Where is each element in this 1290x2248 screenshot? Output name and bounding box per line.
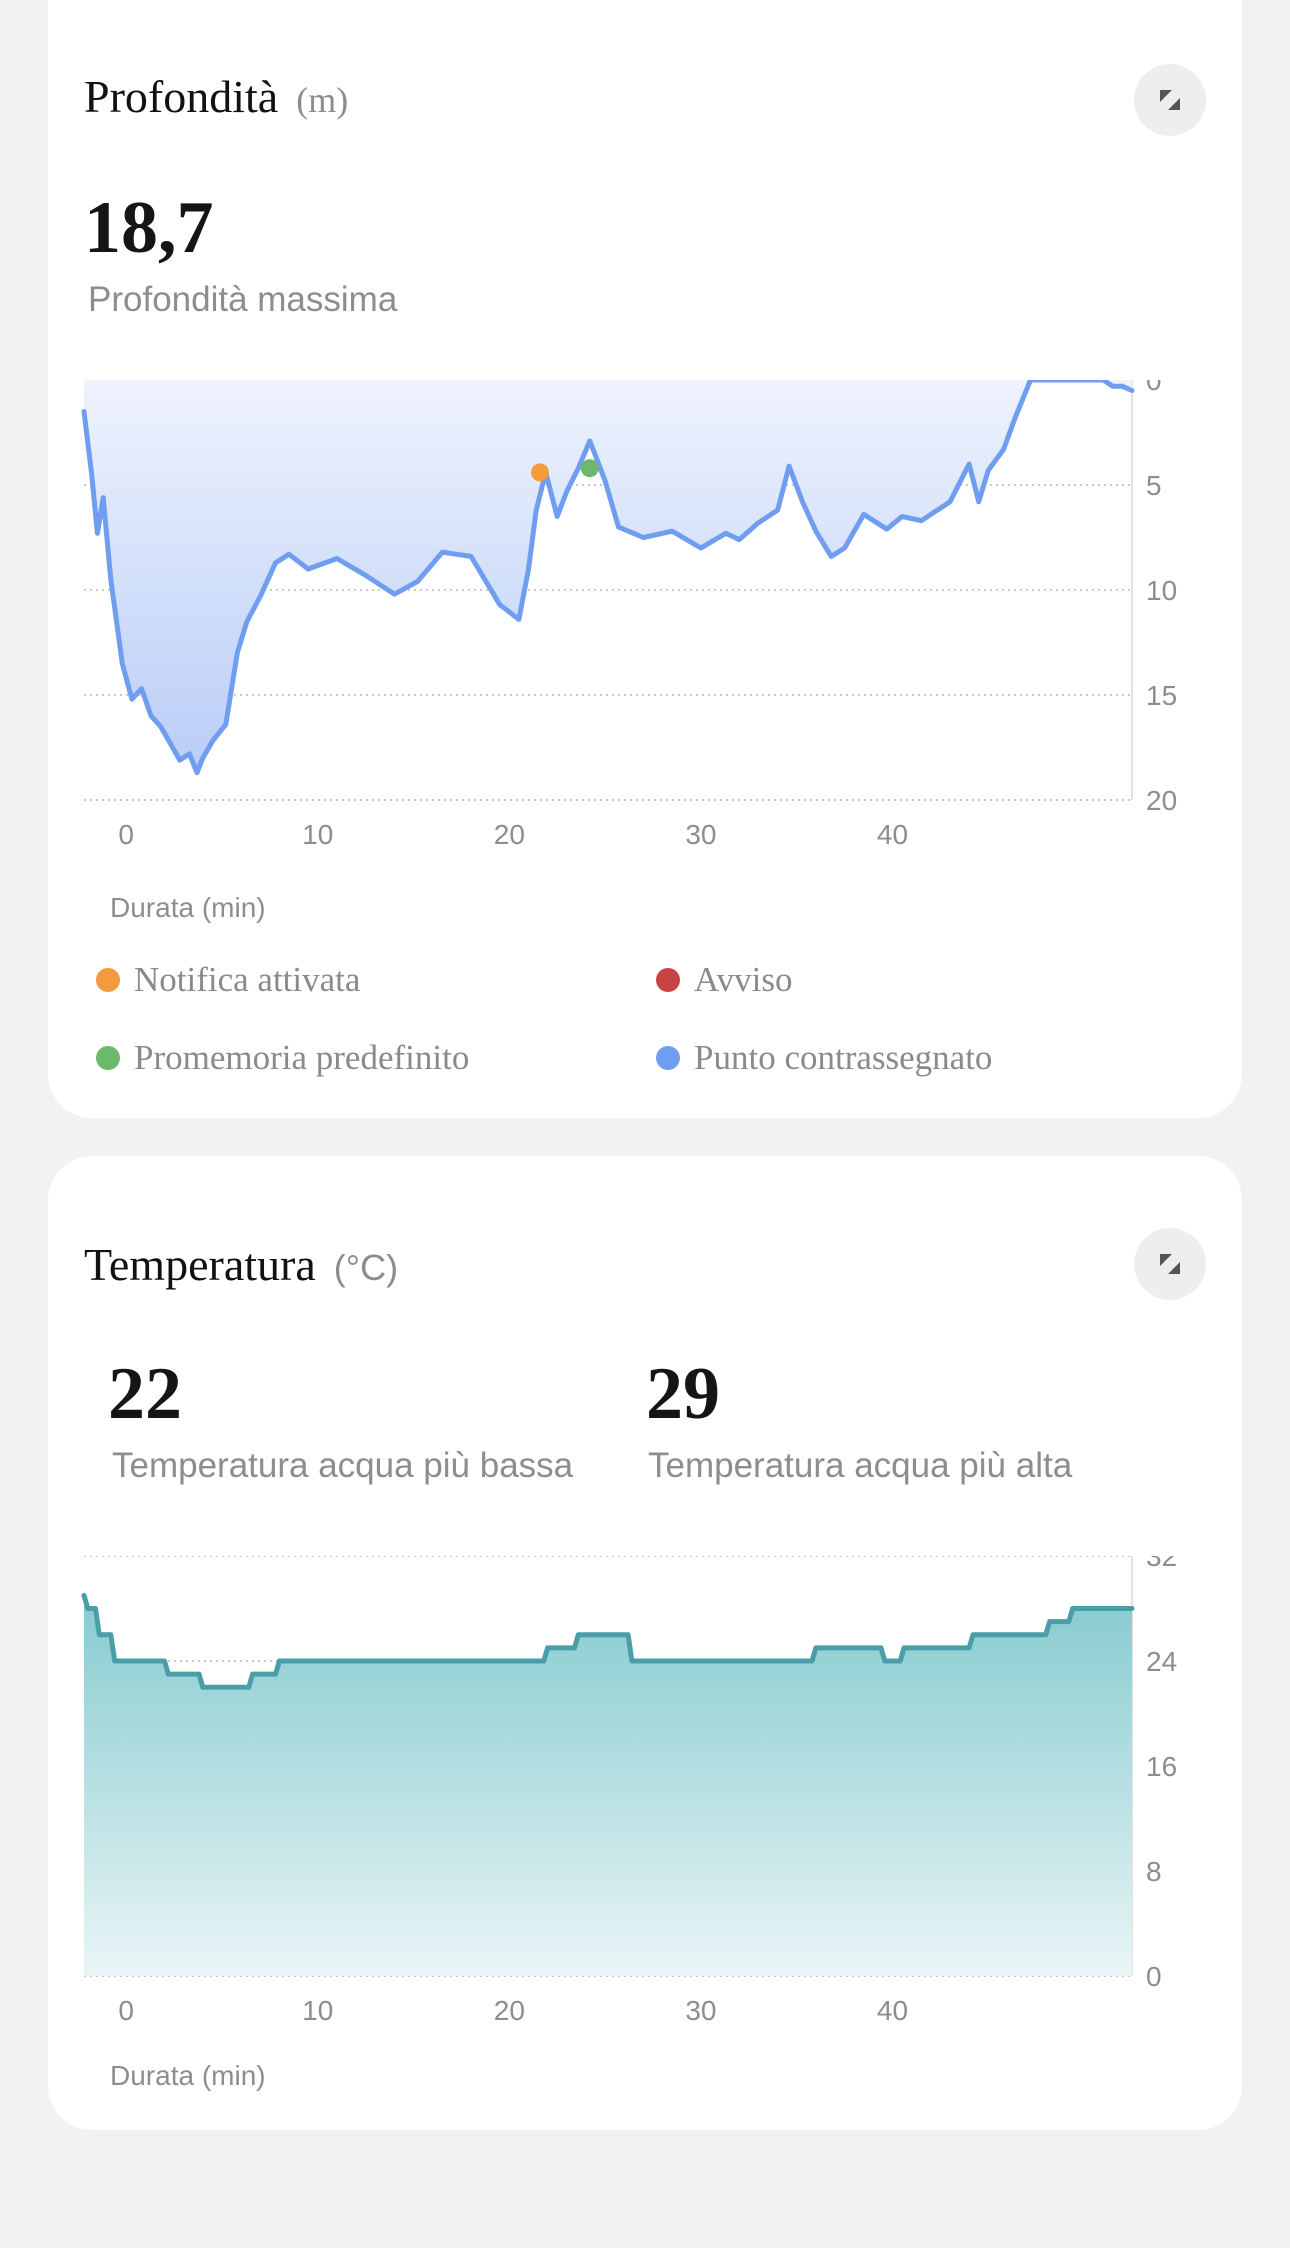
expand-icon bbox=[1160, 1254, 1180, 1274]
depth-title: Profondità (m) bbox=[84, 70, 348, 123]
x-tick-label: 30 bbox=[685, 1995, 716, 2026]
legend-dot-reminder bbox=[96, 1046, 120, 1070]
legend-label-marked-point: Punto contrassegnato bbox=[694, 1038, 993, 1077]
lowest-temperature-label: Temperatura acqua più bassa bbox=[112, 1446, 574, 1485]
x-tick-label: 30 bbox=[685, 819, 716, 850]
legend-dot-warning bbox=[656, 968, 680, 992]
x-tick-label: 10 bbox=[302, 1995, 333, 2026]
series-line bbox=[81, 1592, 1135, 1690]
lowest-temperature-value: 22 bbox=[108, 1353, 182, 1435]
y-tick-label: 5 bbox=[1146, 470, 1162, 501]
x-tick-label: 40 bbox=[877, 819, 908, 850]
max-depth-label: Profondità massima bbox=[88, 280, 398, 319]
event-marker[interactable] bbox=[580, 459, 599, 478]
expand-temperature-button[interactable] bbox=[1134, 1228, 1206, 1300]
depth-title-text: Profondità bbox=[84, 71, 279, 122]
x-tick-label: 40 bbox=[877, 1995, 908, 2026]
x-tick-label: 20 bbox=[494, 819, 525, 850]
y-tick-label: 32 bbox=[1146, 1556, 1177, 1572]
y-tick-label: 10 bbox=[1146, 575, 1177, 606]
y-tick-label: 0 bbox=[1146, 380, 1162, 396]
y-tick-label: 24 bbox=[1146, 1646, 1177, 1677]
legend-warning: Avviso bbox=[656, 960, 793, 1000]
expand-depth-button[interactable] bbox=[1134, 64, 1206, 136]
temperature-title: Temperatura (°C) bbox=[84, 1238, 398, 1291]
x-tick-label: 0 bbox=[118, 819, 134, 850]
temperature-unit: (°C) bbox=[333, 1247, 399, 1288]
legend-marked-point: Punto contrassegnato bbox=[656, 1038, 992, 1078]
y-tick-label: 20 bbox=[1146, 785, 1177, 816]
depth-x-axis-label: Durata (min) bbox=[110, 892, 266, 923]
event-marker[interactable] bbox=[530, 463, 549, 482]
expand-icon bbox=[1160, 90, 1180, 110]
series-line bbox=[81, 380, 1135, 776]
x-tick-label: 0 bbox=[118, 1995, 134, 2026]
series-area bbox=[84, 380, 1132, 773]
series-area bbox=[84, 1595, 1132, 1976]
y-tick-label: 15 bbox=[1146, 680, 1177, 711]
legend-label-notification: Notifica attivata bbox=[134, 960, 361, 999]
temperature-title-text: Temperatura bbox=[84, 1239, 316, 1290]
highest-temperature-label: Temperatura acqua più alta bbox=[648, 1446, 1073, 1485]
y-tick-label: 8 bbox=[1146, 1856, 1162, 1887]
temperature-card: Temperatura (°C) 22 Temperatura acqua più… bbox=[48, 1156, 1242, 2130]
highest-temperature-value: 29 bbox=[646, 1353, 720, 1435]
depth-card: Profondità (m) 18,7 Profondità massima 0 5… bbox=[48, 0, 1242, 1118]
y-tick-label: 0 bbox=[1146, 1961, 1162, 1992]
temperature-chart: 0 8 16 24 32 0 10 20 30 40 bbox=[81, 1556, 1177, 2026]
legend-label-reminder: Promemoria predefinito bbox=[134, 1038, 470, 1077]
legend-dot-marked-point bbox=[656, 1046, 680, 1070]
depth-unit: (m) bbox=[296, 80, 349, 120]
x-tick-label: 10 bbox=[302, 819, 333, 850]
depth-chart: 0 5 10 15 20 0 10 20 30 40 bbox=[81, 380, 1177, 850]
legend-reminder: Promemoria predefinito bbox=[96, 1038, 469, 1078]
legend-notification: Notifica attivata bbox=[96, 960, 360, 1000]
y-tick-label: 16 bbox=[1146, 1751, 1177, 1782]
legend-dot-notification bbox=[96, 968, 120, 992]
x-tick-label: 20 bbox=[494, 1995, 525, 2026]
max-depth-value: 18,7 bbox=[84, 187, 214, 269]
temperature-x-axis-label: Durata (min) bbox=[110, 2060, 266, 2091]
legend-label-warning: Avviso bbox=[694, 960, 793, 999]
